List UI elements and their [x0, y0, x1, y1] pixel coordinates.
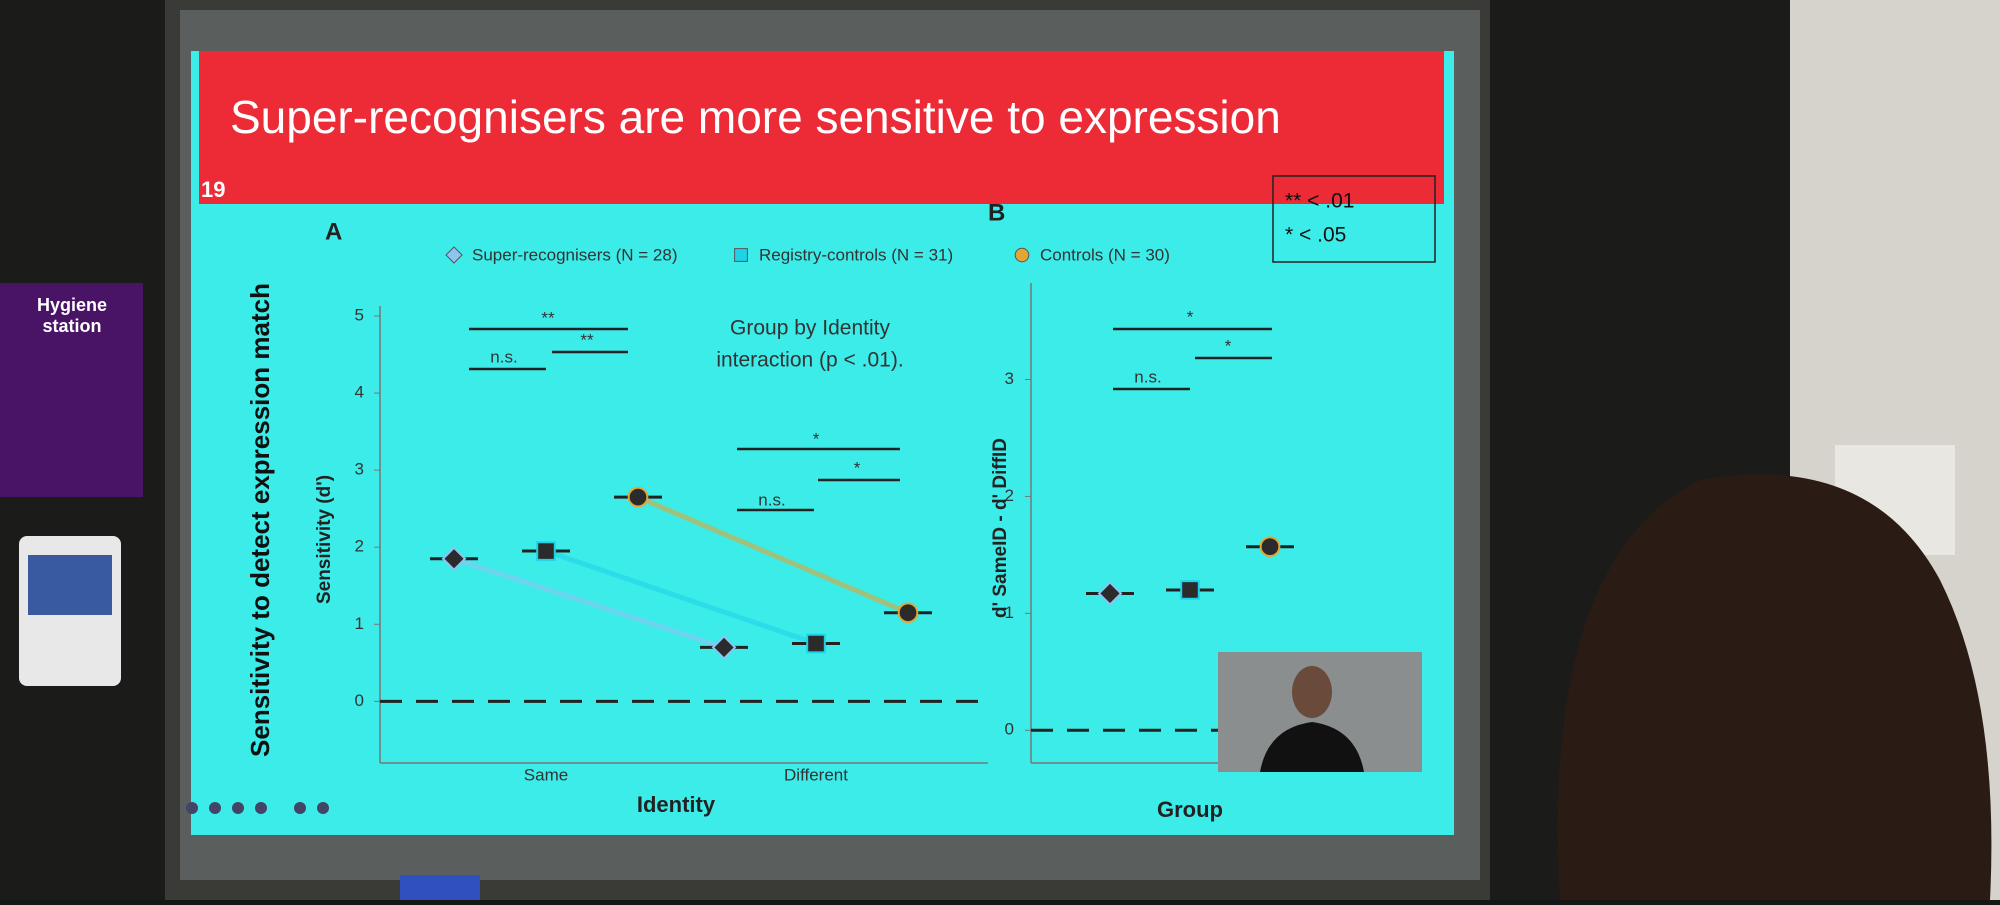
legend-marker [1014, 247, 1030, 263]
mean-point [627, 486, 649, 508]
side-label: Sensitivity to detect expression match [245, 283, 275, 757]
room-edge [1490, 0, 1510, 900]
panel-label: B [988, 199, 1005, 226]
slide-title: Super-recognisers are more sensitive to … [230, 91, 1281, 143]
annotation: * [854, 458, 861, 477]
y-tick-label: 3 [1005, 369, 1014, 388]
poster [0, 283, 143, 497]
mean-point [711, 634, 737, 660]
annotation: n.s. [758, 490, 785, 509]
y-tick-label: 0 [355, 691, 364, 710]
y-tick-label: 0 [1005, 720, 1014, 739]
webcam-person [1292, 666, 1332, 718]
annotation: * [1225, 336, 1232, 355]
marker-pen [400, 875, 480, 900]
key-box [1272, 175, 1436, 263]
legend-marker [445, 246, 463, 264]
toolbar [186, 802, 329, 814]
mean-point [806, 633, 826, 654]
mean-point [1097, 581, 1123, 606]
mean-point [441, 546, 467, 572]
y-axis-title: d' SameID - d' DiffID [990, 438, 1011, 618]
mean-point [897, 602, 919, 624]
y-tick-label: 1 [355, 614, 364, 633]
y-tick-label: 5 [355, 305, 364, 324]
x-tick-label: Same [524, 765, 568, 784]
annotation: * [813, 429, 820, 448]
x-tick-label: Different [784, 765, 848, 784]
annotation: Group by Identity [730, 317, 890, 340]
tool-icon[interactable] [255, 802, 267, 814]
y-tick-label: 4 [355, 383, 364, 402]
tool-icon[interactable] [317, 802, 329, 814]
y-tick-label: 1 [1005, 603, 1014, 622]
annotation: ** [541, 308, 555, 327]
title-banner [199, 51, 1444, 204]
trend-line [545, 548, 817, 646]
poster-text: station [42, 316, 101, 336]
y-axis-title: Sensitivity (d') [314, 475, 335, 604]
y-tick-label: 3 [355, 460, 364, 479]
webcam-person [1260, 722, 1364, 772]
annotation: n.s. [490, 347, 517, 366]
key-text: * < .05 [1285, 224, 1346, 247]
y-tick-label: 2 [1005, 486, 1014, 505]
annotation: interaction (p < .01). [716, 349, 903, 372]
trend-line [637, 494, 909, 616]
mean-point [536, 541, 556, 561]
legend-marker [734, 248, 748, 262]
mean-point [1259, 536, 1281, 558]
tool-icon[interactable] [232, 802, 244, 814]
tool-icon[interactable] [186, 802, 198, 814]
legend-label: Super-recognisers (N = 28) [472, 245, 678, 264]
tool-icon[interactable] [294, 802, 306, 814]
trend-line [453, 556, 725, 650]
slide-number: 19 [201, 177, 225, 202]
tool-icon[interactable] [209, 802, 221, 814]
poster-text: Hygiene [37, 295, 107, 315]
dispenser-label [28, 555, 112, 615]
audience-head [1557, 474, 1992, 900]
x-axis-title: Identity [637, 792, 716, 817]
x-axis-title: Group [1157, 797, 1223, 822]
y-tick-label: 2 [355, 537, 364, 556]
key-text: ** < .01 [1285, 190, 1354, 213]
legend-label: Registry-controls (N = 31) [759, 245, 953, 264]
annotation: n.s. [1134, 367, 1161, 386]
legend-label: Controls (N = 30) [1040, 245, 1170, 264]
panel-label: A [325, 218, 342, 245]
charts: 0 1 2 3 4 5 A Identity Sensitivity (d') Same Diffe… [314, 199, 1294, 822]
mean-point [1180, 580, 1200, 600]
annotation: ** [580, 330, 594, 349]
annotation: * [1187, 307, 1194, 326]
